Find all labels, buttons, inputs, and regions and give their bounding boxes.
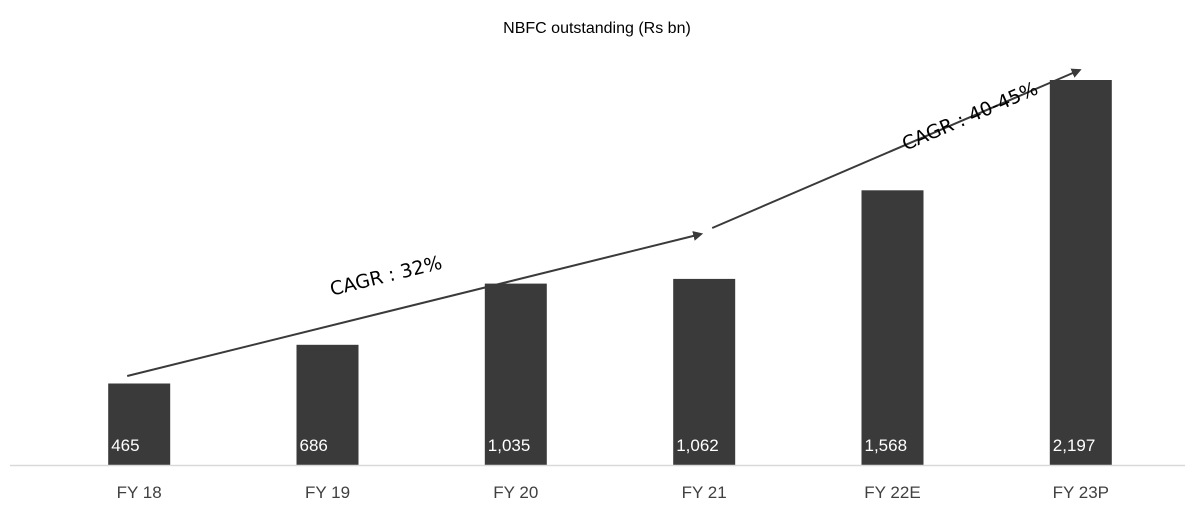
x-tick-label-fy-23p: FY 23P xyxy=(1053,483,1109,502)
x-tick-label-fy-22e: FY 22E xyxy=(864,483,920,502)
data-label-fy-23p: 2,197 xyxy=(1053,436,1096,455)
cagr-arrow-1 xyxy=(126,231,704,377)
bar-fy-22e xyxy=(861,190,924,466)
x-tick-labels-layer: FY 18 FY 19 FY 20 FY 21 FY 22E FY 23P xyxy=(117,483,1109,502)
data-label-fy-22e: 1,568 xyxy=(865,436,908,455)
data-labels-layer: 465 686 1,035 1,062 1,568 2,197 xyxy=(111,436,1095,455)
cagr-label-1: CAGR : 32% xyxy=(328,252,445,301)
cagr-label-2: CAGR : 40-45% xyxy=(899,78,1041,156)
data-label-fy-21: 1,062 xyxy=(676,436,719,455)
data-label-fy-18: 465 xyxy=(111,436,139,455)
data-label-fy-19: 686 xyxy=(300,436,328,455)
data-label-fy-20: 1,035 xyxy=(488,436,531,455)
chart-title: NBFC outstanding (Rs bn) xyxy=(503,20,691,37)
x-tick-label-fy-18: FY 18 xyxy=(117,483,162,502)
bar-fy-23p xyxy=(1049,80,1112,465)
x-tick-label-fy-21: FY 21 xyxy=(682,483,727,502)
x-tick-label-fy-20: FY 20 xyxy=(493,483,538,502)
bar-fy-19 xyxy=(296,344,359,465)
bars-layer xyxy=(108,80,1112,466)
x-tick-label-fy-19: FY 19 xyxy=(305,483,350,502)
bar-fy-20 xyxy=(484,283,547,465)
bar-fy-18 xyxy=(108,383,171,465)
cagr-arrow-2 xyxy=(711,68,1082,229)
annotations-layer: CAGR : 32% CAGR : 40-45% xyxy=(126,68,1082,377)
bar-fy-21 xyxy=(673,278,736,465)
